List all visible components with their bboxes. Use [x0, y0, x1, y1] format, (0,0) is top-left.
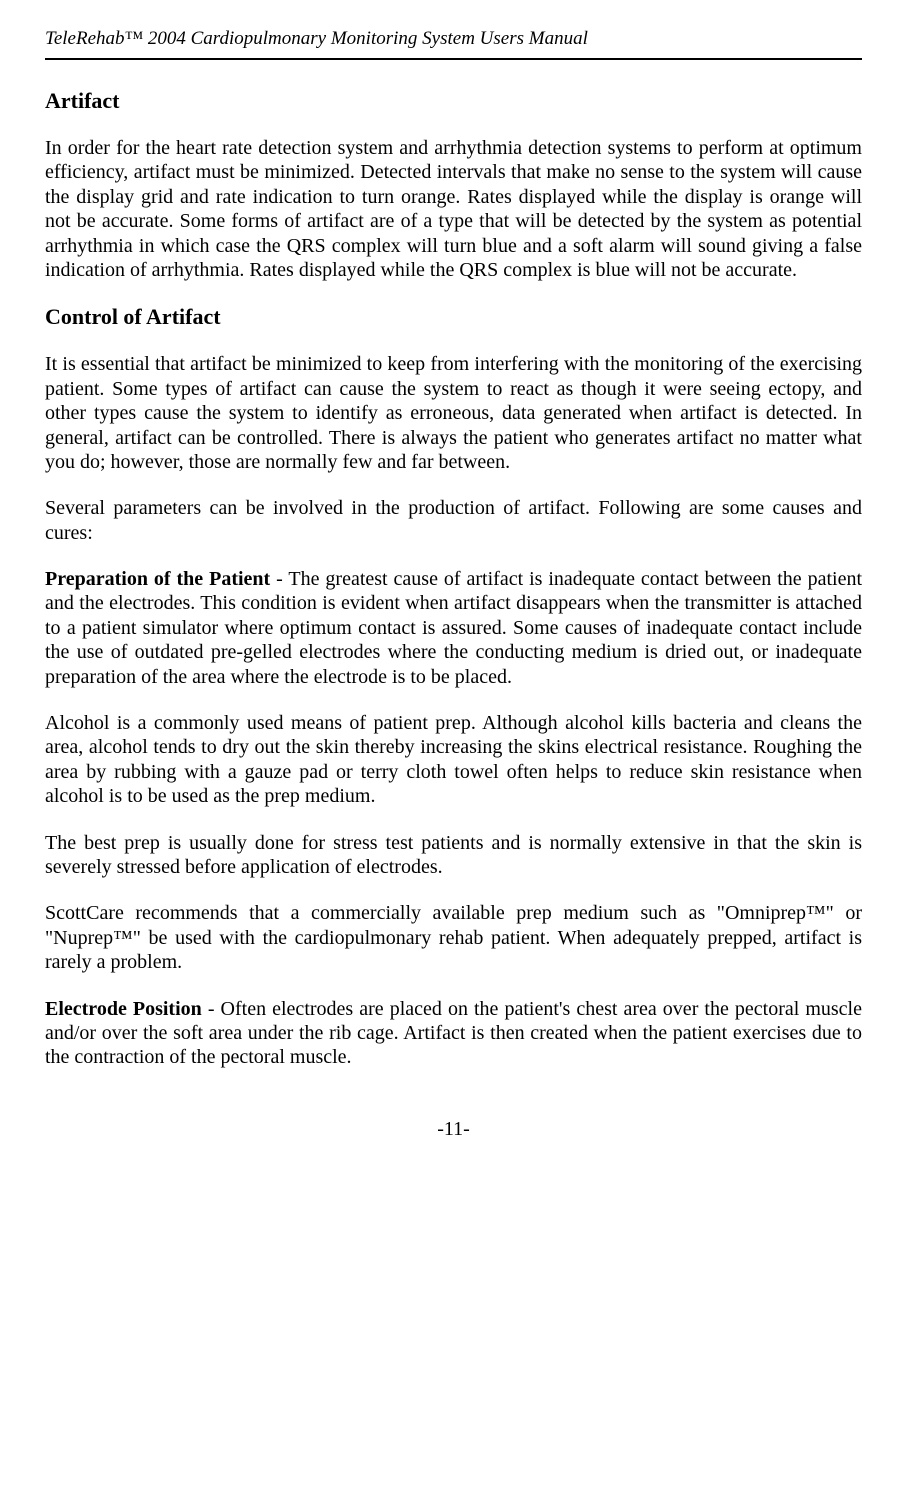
section-heading-artifact: Artifact [45, 88, 862, 114]
scottcare-paragraph: ScottCare recommends that a commercially… [45, 901, 862, 974]
control-paragraph-1: It is essential that artifact be minimiz… [45, 352, 862, 474]
header-rule [45, 58, 862, 60]
prep-patient-paragraph: Preparation of the Patient - The greates… [45, 567, 862, 689]
electrode-position-label: Electrode Position [45, 998, 202, 1020]
electrode-position-paragraph: Electrode Position - Often electrodes ar… [45, 997, 862, 1070]
best-prep-paragraph: The best prep is usually done for stress… [45, 831, 862, 880]
section-heading-control: Control of Artifact [45, 304, 862, 330]
page-footer: -11- [45, 1118, 862, 1141]
page-container: TeleRehab™ 2004 Cardiopulmonary Monitori… [0, 0, 907, 1181]
alcohol-paragraph: Alcohol is a commonly used means of pati… [45, 711, 862, 809]
artifact-paragraph-1: In order for the heart rate detection sy… [45, 136, 862, 282]
prep-patient-label: Preparation of the Patient [45, 568, 270, 590]
control-paragraph-2: Several parameters can be involved in th… [45, 496, 862, 545]
document-header: TeleRehab™ 2004 Cardiopulmonary Monitori… [45, 28, 862, 50]
